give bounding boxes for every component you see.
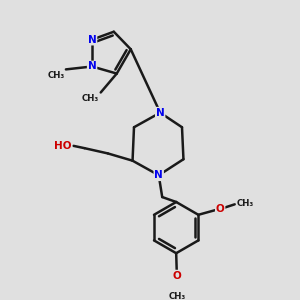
Text: N: N (154, 170, 163, 180)
Text: CH₃: CH₃ (237, 199, 254, 208)
Text: CH₃: CH₃ (82, 94, 99, 103)
Text: N: N (88, 34, 97, 45)
Text: O: O (216, 204, 224, 214)
Text: CH₃: CH₃ (168, 292, 185, 300)
Text: N: N (88, 61, 97, 71)
Text: HO: HO (54, 141, 71, 151)
Text: CH₃: CH₃ (47, 71, 64, 80)
Text: N: N (156, 108, 165, 118)
Text: O: O (172, 271, 181, 281)
